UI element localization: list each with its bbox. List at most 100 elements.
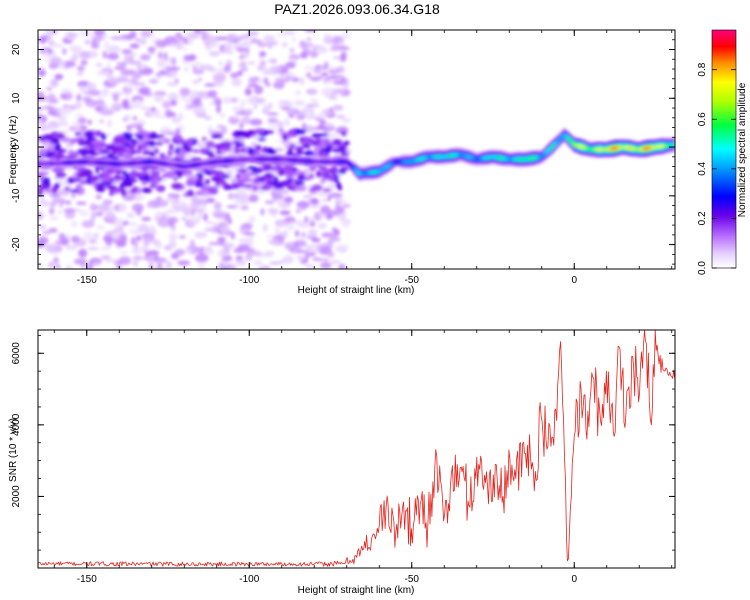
noise-blob [155, 39, 168, 48]
noise-blob [244, 113, 250, 118]
noise-blob [81, 220, 95, 228]
noise-blob [53, 257, 59, 264]
noise-blob [92, 261, 101, 266]
noise-blob [217, 249, 229, 258]
noise-blob [196, 112, 207, 116]
noise-blob [183, 67, 189, 72]
noise-blob [247, 83, 259, 88]
noise-blob [159, 168, 167, 173]
noise-blob [95, 62, 103, 67]
noise-blob [150, 107, 156, 112]
noise-band-blob [118, 147, 127, 153]
noise-band-blob [242, 131, 253, 139]
y-tick-label: 4000 [11, 413, 22, 436]
noise-blob [219, 113, 226, 118]
noise-band-blob [341, 130, 346, 137]
noise-blob [335, 199, 347, 204]
noise-blob [124, 69, 136, 74]
noise-blob [259, 61, 266, 65]
noise-blob [75, 201, 87, 205]
noise-blob [168, 232, 178, 242]
noise-blob [326, 209, 341, 216]
noise-blob [106, 61, 111, 70]
noise-blob [71, 192, 76, 199]
noise-blob [146, 250, 160, 256]
noise-blob [50, 78, 59, 88]
noise-blob [77, 117, 87, 125]
noise-band-blob [293, 181, 305, 185]
noise-band-blob [134, 133, 139, 137]
noise-band-blob [308, 173, 315, 180]
noise-blob [123, 114, 132, 122]
noise-blob [329, 66, 338, 71]
noise-band-blob [38, 171, 50, 176]
x-tick-label: -100 [239, 275, 259, 286]
noise-blob [322, 257, 329, 263]
noise-band-blob [95, 186, 106, 193]
noise-band-blob [194, 182, 204, 188]
noise-band-blob [316, 170, 322, 178]
noise-blob [185, 98, 191, 106]
noise-blob [240, 66, 249, 72]
noise-blob [96, 70, 111, 76]
noise-blob [310, 204, 320, 209]
noise-band-blob [55, 182, 61, 189]
noise-blob [304, 264, 315, 268]
noise-blob [135, 235, 142, 242]
noise-band-blob [123, 153, 133, 160]
noise-band-blob [257, 138, 266, 142]
noise-blob [240, 99, 246, 108]
noise-blob [46, 30, 53, 37]
noise-blob [230, 72, 239, 79]
noise-blob [296, 250, 308, 253]
noise-blob [78, 248, 88, 258]
snr-plot-area [38, 330, 675, 568]
noise-blob [45, 244, 58, 248]
noise-band-blob [281, 180, 287, 185]
noise-blob [305, 244, 311, 253]
noise-blob [39, 36, 47, 44]
noise-blob [244, 87, 252, 96]
noise-band-blob [122, 177, 134, 186]
noise-blob [276, 33, 284, 38]
noise-blob [140, 32, 155, 37]
noise-blob [126, 212, 135, 219]
noise-blob [45, 86, 53, 91]
noise-band-blob [173, 177, 178, 181]
noise-band-blob [38, 148, 49, 156]
noise-band-blob [321, 175, 331, 180]
noise-band-blob [142, 150, 153, 156]
noise-blob [169, 71, 179, 76]
noise-blob [222, 96, 232, 104]
noise-blob [289, 47, 295, 54]
noise-blob [131, 71, 142, 80]
noise-blob [301, 122, 307, 130]
noise-blob [217, 236, 226, 243]
noise-blob [118, 37, 128, 42]
noise-blob [186, 104, 199, 108]
noise-blob [128, 222, 138, 227]
noise-band-blob [47, 145, 54, 152]
noise-blob [216, 105, 221, 114]
noise-blob [312, 257, 321, 261]
noise-blob [148, 262, 154, 269]
noise-blob [131, 203, 144, 212]
noise-blob [327, 75, 340, 79]
noise-blob [47, 93, 56, 101]
noise-blob [102, 199, 113, 205]
noise-blob [179, 235, 186, 239]
noise-blob [167, 66, 181, 70]
noise-blob [219, 36, 229, 41]
noise-blob [330, 89, 345, 95]
noise-blob [192, 68, 205, 75]
track-cell [570, 141, 575, 144]
noise-blob [282, 255, 294, 264]
noise-blob [64, 166, 74, 171]
noise-blob [234, 111, 246, 116]
noise-blob [327, 251, 335, 258]
noise-band-blob [112, 167, 119, 173]
noise-band-blob [282, 164, 295, 173]
noise-band-blob [74, 131, 82, 136]
noise-band-blob [95, 130, 102, 137]
noise-blob [204, 227, 217, 232]
